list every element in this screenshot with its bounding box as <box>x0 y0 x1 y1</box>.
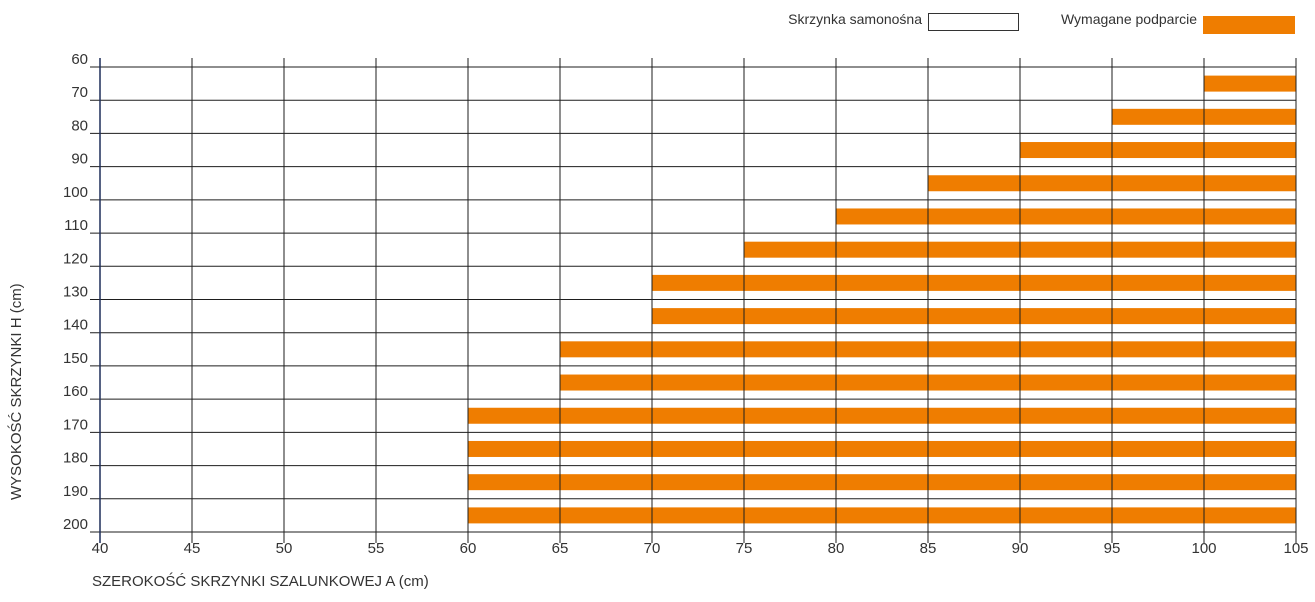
bar-h-190 <box>468 474 1296 491</box>
x-tick-label-100: 100 <box>1191 540 1216 557</box>
y-axis-title: WYSOKOŚĆ SKRZYNKI H (cm) <box>8 283 25 500</box>
x-tick-label-60: 60 <box>460 540 477 557</box>
bar-h-130 <box>652 274 1296 291</box>
y-tick-label-190: 190 <box>63 483 88 500</box>
bar-h-170 <box>468 407 1296 424</box>
x-tick-label-65: 65 <box>552 540 569 557</box>
x-axis-title: SZEROKOŚĆ SKRZYNKI SZALUNKOWEJ A (cm) <box>92 573 429 590</box>
x-tick-label-40: 40 <box>92 540 109 557</box>
x-tick-label-80: 80 <box>828 540 845 557</box>
y-tick-label-120: 120 <box>63 250 88 267</box>
x-tick-label-70: 70 <box>644 540 661 557</box>
y-tick-label-150: 150 <box>63 350 88 367</box>
y-tick-label-140: 140 <box>63 317 88 334</box>
legend-swatch-support-required <box>1203 16 1295 34</box>
x-tick-label-85: 85 <box>920 540 937 557</box>
bar-h-70 <box>1204 75 1296 92</box>
x-tick-label-50: 50 <box>276 540 293 557</box>
y-tick-label-170: 170 <box>63 416 88 433</box>
x-tick-label-95: 95 <box>1104 540 1121 557</box>
x-tick-label-45: 45 <box>184 540 201 557</box>
y-tick-label-60: 60 <box>71 51 88 68</box>
y-tick-label-100: 100 <box>63 184 88 201</box>
y-tick-label-160: 160 <box>63 383 88 400</box>
y-tick-label-80: 80 <box>71 117 88 134</box>
y-tick-label-200: 200 <box>63 516 88 533</box>
x-tick-label-105: 105 <box>1283 540 1308 557</box>
x-tick-label-90: 90 <box>1012 540 1029 557</box>
y-tick-label-110: 110 <box>64 217 88 234</box>
bar-h-90 <box>1020 142 1296 159</box>
y-tick-label-180: 180 <box>63 450 88 467</box>
bar-h-140 <box>652 308 1296 325</box>
y-tick-label-130: 130 <box>63 284 88 301</box>
x-tick-label-55: 55 <box>368 540 385 557</box>
legend-swatch-self-supporting <box>928 13 1019 31</box>
legend-label-self-supporting: Skrzynka samonośna <box>788 11 922 27</box>
bar-h-180 <box>468 440 1296 457</box>
bar-h-200 <box>468 507 1296 524</box>
y-tick-label-90: 90 <box>71 151 88 168</box>
x-tick-label-75: 75 <box>736 540 753 557</box>
bar-h-110 <box>836 208 1296 225</box>
legend-label-support-required: Wymagane podparcie <box>1060 11 1197 27</box>
y-tick-label-70: 70 <box>71 84 88 101</box>
